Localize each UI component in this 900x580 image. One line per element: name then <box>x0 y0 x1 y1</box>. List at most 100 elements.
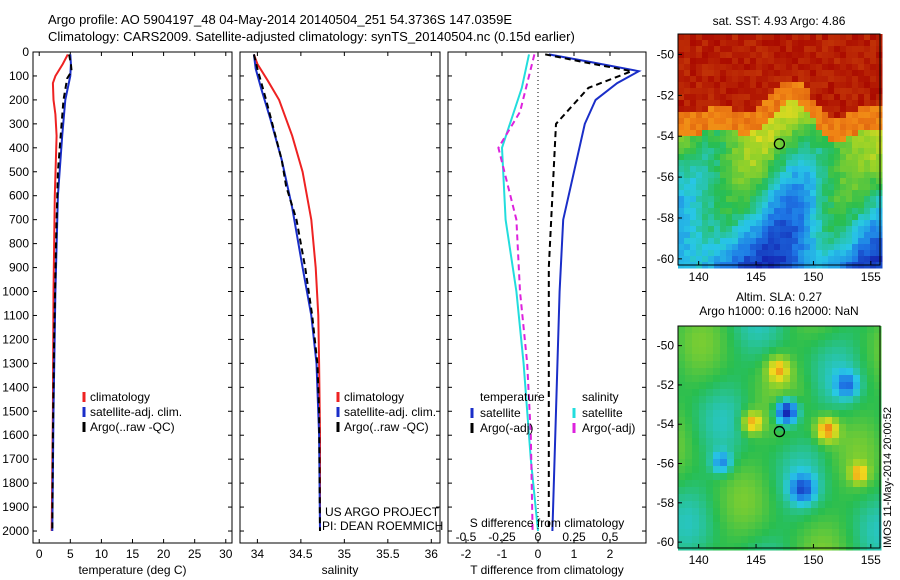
sst_map-cell <box>864 118 871 125</box>
sla_map-cell <box>818 452 826 460</box>
sla_map-cell <box>706 417 714 425</box>
sla_map-cell <box>790 326 798 334</box>
sla_map-cell <box>706 340 714 348</box>
sst_map-cell <box>762 190 769 197</box>
sst_map-cell <box>876 166 883 173</box>
sst_map-cell <box>852 88 859 95</box>
sst_map-cell <box>816 226 823 233</box>
sla_map-cell <box>825 438 833 446</box>
sst_map-cell <box>738 160 745 167</box>
sla_map-cell <box>846 326 854 334</box>
sst_map-cell <box>870 52 877 59</box>
sst_map-cell <box>828 118 835 125</box>
sst_map-cell <box>834 202 841 209</box>
sst_map-cell <box>732 124 739 131</box>
sst_map-cell <box>684 172 691 179</box>
sst_map-cell <box>804 166 811 173</box>
sla_map-cell <box>741 368 749 376</box>
sst_map-cell <box>864 46 871 53</box>
sla_map-cell <box>769 354 777 362</box>
sst_map-cell <box>756 58 763 65</box>
sst_map-cell <box>714 58 721 65</box>
sla_map-xtick-label: 140 <box>689 553 709 567</box>
sst_map-cell <box>714 172 721 179</box>
sst_map-cell <box>828 196 835 203</box>
sst_map-cell <box>798 118 805 125</box>
sla_map-cell <box>867 501 875 509</box>
sst_map-cell <box>708 76 715 83</box>
sla_map-cell <box>706 543 714 551</box>
sst_map-cell <box>828 220 835 227</box>
sst_map-cell <box>750 190 757 197</box>
sst_map-cell <box>678 160 685 167</box>
sla_map-cell <box>783 417 791 425</box>
sst_map-cell <box>744 124 751 131</box>
sst_map-cell <box>840 232 847 239</box>
depth-tick-label: 1100 <box>3 308 29 322</box>
sla_map-cell <box>769 361 777 369</box>
sla_map-cell <box>797 508 805 516</box>
sst_map-cell <box>720 220 727 227</box>
sla_map-cell <box>727 452 735 460</box>
sla_map-cell <box>846 459 854 467</box>
sst_map-cell <box>858 166 865 173</box>
sst_map-cell <box>774 166 781 173</box>
sla_map-cell <box>748 529 756 537</box>
sdiff-tick-label: -0.5 <box>456 530 477 544</box>
sla_map-cell <box>839 347 847 355</box>
sst_map-cell <box>738 46 745 53</box>
sst_map-cell <box>780 136 787 143</box>
sst_map-cell <box>720 70 727 77</box>
salinity-xtick-label: 35.5 <box>376 547 400 561</box>
sst_map-cell <box>750 250 757 257</box>
sla_map-cell <box>748 410 756 418</box>
sst_map-cell <box>714 94 721 101</box>
sst_map-cell <box>696 142 703 149</box>
sst_map-cell <box>684 58 691 65</box>
sla_map-cell <box>699 354 707 362</box>
sla_map-cell <box>755 473 763 481</box>
depth-tick-label: 1800 <box>2 476 29 490</box>
sst_map-cell <box>840 196 847 203</box>
sst_map-cell <box>804 256 811 263</box>
sst_map-cell <box>864 88 871 95</box>
sla_map-cell <box>692 431 700 439</box>
sst_map-cell <box>780 172 787 179</box>
sst_map-cell <box>678 154 685 161</box>
sst_map-cell <box>870 142 877 149</box>
sst_map-cell <box>720 202 727 209</box>
sla_map-cell <box>755 508 763 516</box>
sst_map-cell <box>732 94 739 101</box>
sla_map-cell <box>713 382 721 390</box>
sst_map-cell <box>864 238 871 245</box>
sst_map-cell <box>834 214 841 221</box>
sla_map-cell <box>762 347 770 355</box>
sla_map-cell <box>685 480 693 488</box>
sst_map-cell <box>768 136 775 143</box>
sla_map-cell <box>874 480 882 488</box>
sst_map-cell <box>840 160 847 167</box>
sst_map-cell <box>816 202 823 209</box>
sla_map-cell <box>762 487 770 495</box>
sla_map-cell <box>867 529 875 537</box>
sst_map-cell <box>726 100 733 107</box>
sla_map-cell <box>755 459 763 467</box>
sst_map-cell <box>780 154 787 161</box>
sla_map-cell <box>685 396 693 404</box>
sla_map-cell <box>776 445 784 453</box>
sst_map-cell <box>750 70 757 77</box>
sst_map-cell <box>690 202 697 209</box>
sst_map-cell <box>810 148 817 155</box>
sst_map-cell <box>858 178 865 185</box>
sst_map-cell <box>852 226 859 233</box>
sla_map-cell <box>825 361 833 369</box>
sst_map-cell <box>810 154 817 161</box>
sst_map-cell <box>684 106 691 113</box>
legend-group-title: salinity <box>582 390 619 404</box>
sla_map-cell <box>776 361 784 369</box>
sla_map-cell <box>867 522 875 530</box>
sla_map-cell <box>741 529 749 537</box>
sla_map-cell <box>860 515 868 523</box>
sst_map-cell <box>822 244 829 251</box>
sla_map-cell <box>692 536 700 544</box>
